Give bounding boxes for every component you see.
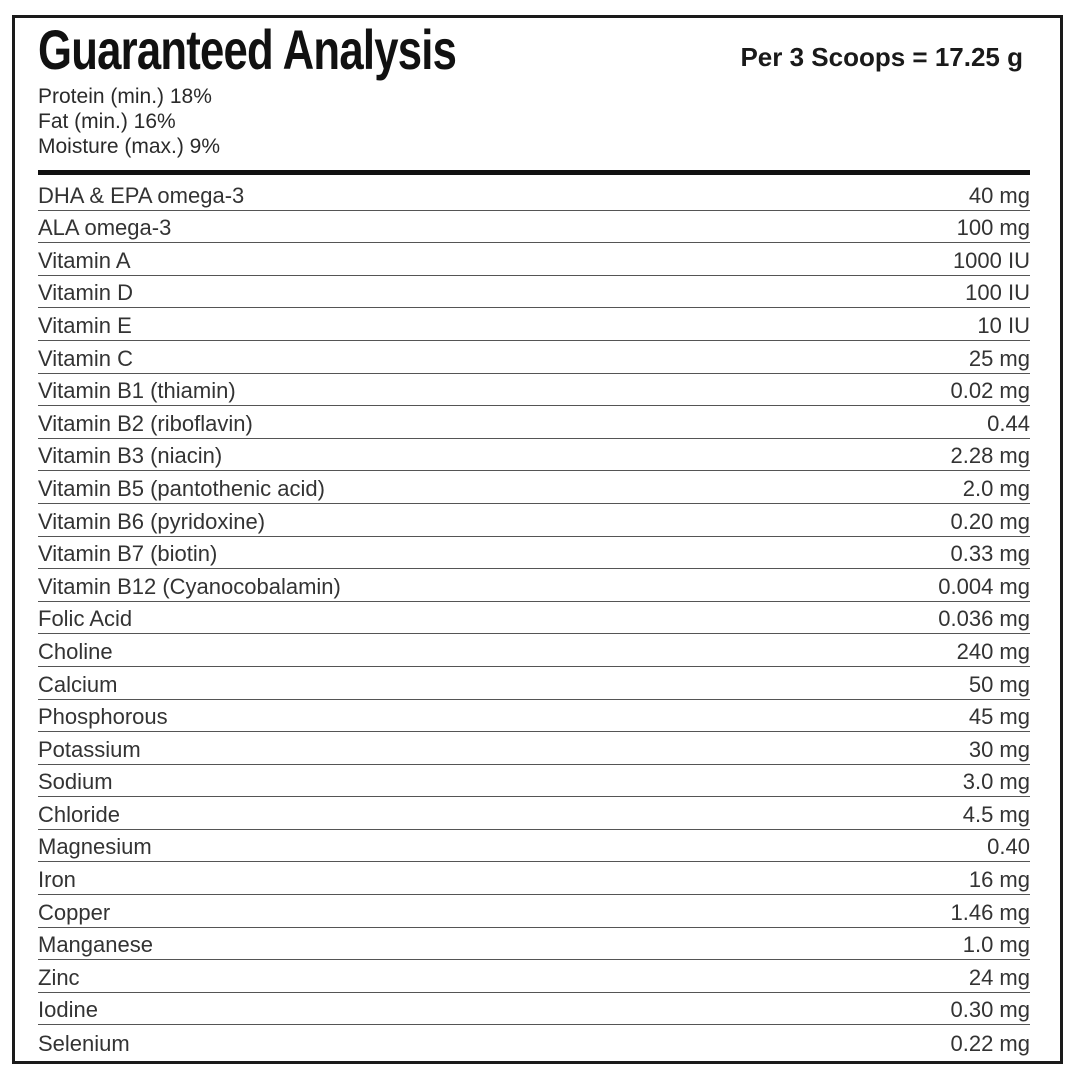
nutrient-name: Vitamin B1 (thiamin) — [38, 378, 236, 404]
nutrient-row: Vitamin B2 (riboflavin) 0.44 — [38, 406, 1030, 439]
nutrient-amount: 240 mg — [956, 638, 1030, 664]
nutrient-name: Vitamin D — [38, 280, 133, 306]
label-frame — [12, 15, 1063, 1064]
moisture-line: Moisture (max.) 9% — [38, 135, 221, 158]
nutrient-row: Iron 16 mg — [38, 862, 1030, 896]
nutrient-row: Calcium 50 mg — [38, 667, 1030, 700]
nutrient-name: Zinc — [38, 964, 80, 990]
nutrient-amount: 3.0 mg — [962, 769, 1030, 795]
nutrient-row: Vitamin A 1000 IU — [38, 243, 1030, 276]
nutrient-name: Iron — [38, 867, 76, 893]
nutrient-row: Iodine 0.30 mg — [38, 993, 1030, 1026]
nutrient-amount: 2.28 mg — [950, 443, 1031, 469]
nutrient-row: Folic Acid 0.036 mg — [38, 602, 1030, 635]
nutrient-amount: 0.30 mg — [950, 997, 1031, 1023]
nutrient-amount: 1.0 mg — [962, 932, 1030, 958]
nutrient-row: Choline 240 mg — [38, 634, 1030, 667]
nutrient-name: Vitamin E — [38, 312, 132, 338]
nutrient-row: Phosphorous 45 mg — [38, 700, 1030, 733]
nutrient-name: Iodine — [38, 997, 98, 1023]
protein-line: Protein (min.) 18% — [38, 85, 212, 108]
nutrient-name: Vitamin B5 (pantothenic acid) — [38, 475, 325, 501]
nutrient-row: Sodium 3.0 mg — [38, 765, 1030, 798]
serving-size: Per 3 Scoops = 17.25 g — [740, 42, 1023, 72]
nutrient-row: Chloride 4.5 mg — [38, 797, 1030, 830]
nutrient-amount: 50 mg — [968, 671, 1030, 697]
nutrient-row: Copper 1.46 mg — [38, 895, 1030, 928]
nutrient-row: DHA & EPA omega-3 40 mg — [38, 178, 1030, 211]
nutrient-amount: 24 mg — [968, 964, 1030, 990]
nutrient-name: Copper — [38, 899, 111, 925]
nutrient-row: Vitamin B12 (Cyanocobalamin) 0.004 mg — [38, 569, 1030, 602]
nutrient-name: Phosphorous — [38, 704, 168, 730]
nutrient-name: Choline — [38, 638, 113, 664]
nutrient-name: ALA omega-3 — [38, 215, 172, 241]
nutrient-amount: 25 mg — [968, 345, 1030, 371]
nutrient-amount: 0.02 mg — [950, 378, 1031, 404]
nutrient-amount: 100 IU — [965, 280, 1030, 306]
nutrient-row: Vitamin C 25 mg — [38, 341, 1030, 374]
nutrient-name: Vitamin B6 (pyridoxine) — [38, 508, 266, 534]
nutrient-row: Vitamin B6 (pyridoxine) 0.20 mg — [38, 504, 1030, 537]
nutrient-amount: 4.5 mg — [962, 801, 1030, 827]
nutrient-name: Vitamin B3 (niacin) — [38, 443, 223, 469]
nutrient-name: Vitamin C — [38, 345, 133, 371]
nutrient-amount: 30 mg — [968, 736, 1030, 762]
nutrient-row: Vitamin D 100 IU — [38, 276, 1030, 309]
nutrient-amount: 0.22 mg — [950, 1031, 1031, 1057]
nutrient-row: Vitamin E 10 IU — [38, 308, 1030, 341]
nutrient-row: Zinc 24 mg — [38, 960, 1030, 993]
nutrient-name: Vitamin B2 (riboflavin) — [38, 410, 253, 436]
nutrient-row: Vitamin B7 (biotin) 0.33 mg — [38, 537, 1030, 570]
nutrient-row: Potassium 30 mg — [38, 732, 1030, 765]
nutrient-name: DHA & EPA omega-3 — [38, 182, 245, 208]
nutrient-name: Chloride — [38, 801, 120, 827]
page-title: Guaranteed Analysis — [38, 18, 457, 81]
nutrient-amount: 40 mg — [968, 182, 1030, 208]
nutrient-name: Folic Acid — [38, 606, 133, 632]
nutrient-name: Magnesium — [38, 834, 152, 860]
nutrient-amount: 1000 IU — [952, 247, 1030, 273]
nutrient-name: Calcium — [38, 671, 118, 697]
nutrient-name: Potassium — [38, 736, 141, 762]
nutrient-table: DHA & EPA omega-3 40 mg ALA omega-3 100 mg V… — [38, 178, 1030, 1058]
nutrient-amount: 16 mg — [968, 867, 1030, 893]
nutrient-amount: 0.036 mg — [938, 606, 1030, 632]
nutrient-row: Vitamin B1 (thiamin) 0.02 mg — [38, 374, 1030, 407]
nutrient-amount: 100 mg — [956, 215, 1030, 241]
nutrient-name: Vitamin B12 (Cyanocobalamin) — [38, 573, 341, 599]
header-divider — [38, 170, 1030, 175]
nutrient-amount: 0.33 mg — [950, 541, 1031, 567]
nutrient-row: Vitamin B5 (pantothenic acid) 2.0 mg — [38, 471, 1030, 504]
nutrient-amount: 10 IU — [977, 312, 1030, 338]
nutrient-name: Vitamin A — [38, 247, 131, 273]
nutrient-amount: 2.0 mg — [962, 475, 1030, 501]
nutrient-row: ALA omega-3 100 mg — [38, 211, 1030, 244]
nutrient-amount: 0.20 mg — [950, 508, 1031, 534]
guaranteed-values: Protein (min.) 18% Fat (min.) 16% Moistu… — [38, 84, 220, 159]
nutrient-name: Sodium — [38, 769, 113, 795]
nutrient-amount: 0.004 mg — [938, 573, 1030, 599]
nutrient-amount: 1.46 mg — [950, 899, 1031, 925]
nutrient-amount: 0.40 — [987, 834, 1030, 860]
nutrient-row: Selenium 0.22 mg — [38, 1025, 1030, 1058]
fat-line: Fat (min.) 16% — [38, 110, 176, 133]
nutrient-name: Manganese — [38, 932, 153, 958]
nutrient-row: Manganese 1.0 mg — [38, 928, 1030, 961]
nutrient-row: Magnesium 0.40 — [38, 830, 1030, 863]
nutrient-amount: 0.44 — [987, 410, 1030, 436]
nutrient-name: Vitamin B7 (biotin) — [38, 541, 218, 567]
nutrient-row: Vitamin B3 (niacin) 2.28 mg — [38, 439, 1030, 472]
nutrient-name: Selenium — [38, 1031, 130, 1057]
nutrient-amount: 45 mg — [968, 704, 1030, 730]
